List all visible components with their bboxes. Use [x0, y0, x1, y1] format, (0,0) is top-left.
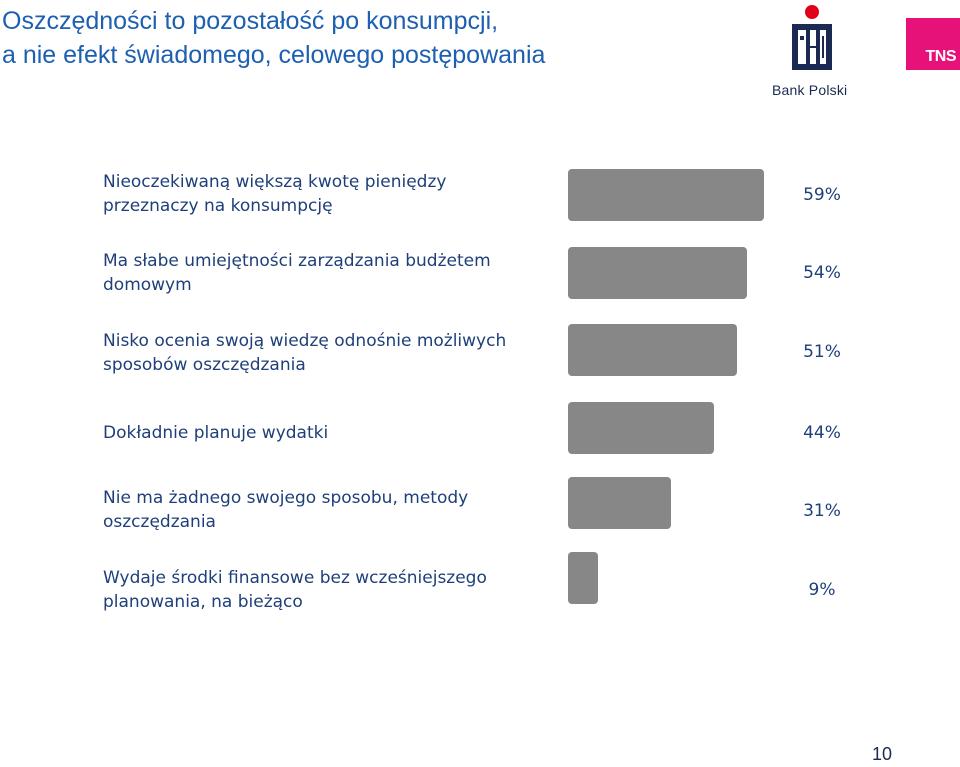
value-label: 59%	[803, 185, 841, 205]
category-label: Nisko ocenia swoją wiedzę odnośnie możli…	[103, 329, 553, 377]
category-label-line: domowym	[103, 275, 192, 295]
category-label-line: przeznaczy na konsumpcję	[103, 196, 333, 216]
page-number: 10	[871, 744, 892, 764]
value-label: 54%	[803, 263, 841, 283]
category-label-line: Dokładnie planuje wydatki	[103, 423, 329, 443]
bar	[568, 324, 737, 376]
title-line-1: Oszczędności to pozostałość po konsumpcj…	[2, 7, 499, 35]
category-label-line: Nieoczekiwaną większą kwotę pieniędzy	[103, 172, 447, 192]
category-label-line: Nisko ocenia swoją wiedzę odnośnie możli…	[103, 331, 507, 351]
bar	[568, 552, 598, 604]
pko-logo-text: Bank Polski	[772, 82, 848, 98]
category-label-line: planowania, na bieżąco	[103, 592, 303, 612]
value-label: 44%	[803, 423, 841, 443]
category-label-line: oszczędzania	[103, 512, 216, 532]
category-label-line: Nie ma żadnego swojego sposobu, metody	[103, 488, 469, 508]
tns-logo-text: TNS	[925, 48, 957, 65]
category-label: Nieoczekiwaną większą kwotę pieniędzy prz…	[103, 170, 553, 218]
page-title: Oszczędności to pozostałość po konsumpcj…	[2, 4, 545, 72]
category-label-line: Ma słabe umiejętności zarządzania budżet…	[103, 251, 491, 271]
bar	[568, 477, 671, 529]
category-label: Ma słabe umiejętności zarządzania budżet…	[103, 249, 553, 297]
value-label: 9%	[809, 580, 836, 600]
category-label-line: Wydaje środki finansowe bez wcześniejsze…	[103, 568, 487, 588]
category-label-line: sposobów oszczędzania	[103, 355, 306, 375]
bar	[568, 169, 764, 221]
category-label: Nie ma żadnego swojego sposobu, metody os…	[103, 486, 553, 534]
value-label: 31%	[803, 501, 841, 521]
bar	[568, 402, 714, 454]
category-label: Wydaje środki finansowe bez wcześniejsze…	[103, 566, 553, 614]
title-line-2: a nie efekt świadomego, celowego postępo…	[2, 41, 546, 69]
pko-logo-icon	[792, 5, 832, 70]
category-label: Dokładnie planuje wydatki	[103, 421, 553, 445]
bar	[568, 247, 747, 299]
tns-logo: TNS	[906, 18, 960, 70]
value-label: 51%	[803, 342, 841, 362]
